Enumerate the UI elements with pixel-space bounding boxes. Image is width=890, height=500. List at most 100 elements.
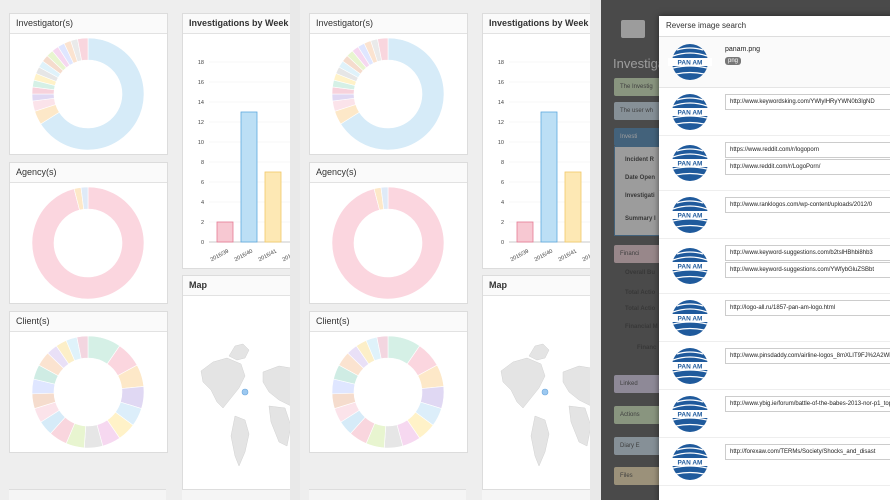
- panam-logo-icon: [667, 442, 713, 481]
- bottom-bar: [9, 489, 166, 500]
- search-result-row: http://www.keywordsking.com/YWlylHRyYWN0…: [659, 88, 890, 136]
- agency-card-title: Agency(s): [310, 163, 467, 183]
- y-tick-label: 8: [501, 160, 504, 166]
- x-tick-label: 2016/39: [510, 248, 530, 263]
- map-location-marker[interactable]: [541, 388, 549, 396]
- y-tick-label: 0: [201, 240, 204, 246]
- search-result-row: http://www.ybig.ie/forum/battle-of-the-b…: [659, 390, 890, 438]
- donut-slice[interactable]: [380, 186, 389, 210]
- uploaded-file: panam.png png: [659, 37, 890, 88]
- bg-diary-button[interactable]: Diary E: [614, 437, 670, 455]
- map-land: [500, 343, 590, 467]
- bg-linked-button[interactable]: Linked: [614, 375, 670, 393]
- result-url[interactable]: http://www.pinsdaddy.com/airline-logos_8…: [725, 348, 890, 364]
- app-grid-icon[interactable]: [621, 20, 645, 38]
- y-tick-label: 4: [201, 200, 204, 206]
- map-card-title: Map: [183, 276, 290, 296]
- dashboard-panel-1: Investigator(s) Agency(s) Client(s) Inve…: [0, 0, 290, 500]
- y-tick-label: 14: [498, 100, 504, 106]
- results-list: http://www.keywordsking.com/YWlylHRyYWN0…: [659, 88, 890, 486]
- y-tick-label: 16: [498, 80, 504, 86]
- weekly-bar-chart: 0 2 4 6 8 10 12 14 16 18 2016/39 2016/40 2016/41 2016…: [198, 60, 290, 263]
- bottom-bar: [182, 489, 290, 500]
- weekly-chart-card: Investigations by Week 0 2 4 6 8 10 12 14 16 18 20…: [482, 13, 590, 269]
- weekly-chart-title: Investigations by Week: [483, 14, 590, 34]
- result-url[interactable]: http://www.ranklogos.com/wp-content/uplo…: [725, 197, 890, 213]
- y-tick-label: 18: [198, 60, 204, 66]
- donut-slice[interactable]: [31, 186, 145, 300]
- donut-slice[interactable]: [331, 186, 445, 300]
- y-tick-label: 4: [501, 200, 504, 206]
- reverse-image-search-modal: Reverse image search panam.png png http:…: [659, 16, 890, 500]
- map-greenland: [528, 343, 550, 361]
- map-north-america: [200, 357, 246, 409]
- client-donut: [331, 335, 445, 449]
- bar[interactable]: [540, 111, 558, 243]
- map-south-america: [530, 415, 550, 467]
- world-map[interactable]: [183, 296, 290, 500]
- background-app: Investiga The Investig The user wh Inves…: [601, 0, 890, 500]
- map-africa: [568, 405, 590, 447]
- y-tick-label: 14: [198, 100, 204, 106]
- result-url[interactable]: http://www.keyword-suggestions.com/b2tsl…: [725, 245, 890, 261]
- bar[interactable]: [240, 111, 258, 243]
- map-card: Map: [482, 275, 590, 500]
- bg-label-total-2: Total Actio: [625, 306, 656, 312]
- bar[interactable]: [516, 221, 534, 243]
- investigator-donut: [331, 37, 445, 151]
- search-result-row: http://www.pinsdaddy.com/airline-logos_8…: [659, 342, 890, 390]
- donut-slice[interactable]: [76, 335, 89, 360]
- result-url[interactable]: http://logo-all.ru/1857-pan-am-logo.html: [725, 300, 890, 316]
- y-tick-label: 10: [498, 140, 504, 146]
- y-tick-label: 6: [501, 180, 504, 186]
- donut-slice[interactable]: [77, 37, 89, 61]
- bar[interactable]: [264, 171, 282, 243]
- result-url[interactable]: http://www.keyword-suggestions.com/YWfyb…: [725, 262, 890, 278]
- bg-files-button[interactable]: Files: [614, 467, 670, 485]
- bg-label-financial-2[interactable]: Financ: [637, 345, 657, 351]
- bg-actions-button[interactable]: Actions: [614, 406, 670, 424]
- investigator-donut: [31, 37, 145, 151]
- investigator-card: Investigator(s): [309, 13, 468, 155]
- bg-section-financial[interactable]: Financi: [614, 245, 670, 263]
- result-url[interactable]: http://www.keywordsking.com/YWlylHRyYWN0…: [725, 94, 890, 110]
- result-url[interactable]: http://www.reddit.com/r/LogoPorn/: [725, 159, 890, 175]
- x-tick-label: 2016/40: [234, 248, 254, 263]
- bg-label-investigator: Investigati: [625, 193, 655, 199]
- bg-section-investigation[interactable]: Investi: [614, 128, 670, 146]
- y-tick-label: 2: [201, 220, 204, 226]
- agency-card: Agency(s): [9, 162, 168, 304]
- map-location-marker[interactable]: [241, 388, 249, 396]
- y-tick-label: 10: [198, 140, 204, 146]
- y-tick-label: 12: [198, 120, 204, 126]
- bg-page-title: Investiga: [613, 56, 666, 71]
- donut-slice[interactable]: [340, 37, 445, 151]
- result-url[interactable]: http://forexaw.com/TERMs/Society/Shocks_…: [725, 444, 890, 460]
- bottom-bar: [309, 489, 466, 500]
- investigator-card-title: Investigator(s): [310, 14, 467, 34]
- bar[interactable]: [216, 221, 234, 243]
- world-map[interactable]: [483, 296, 590, 500]
- panam-logo-icon: [667, 394, 713, 433]
- result-url[interactable]: http://www.ybig.ie/forum/battle-of-the-b…: [725, 396, 890, 412]
- map-card-title: Map: [483, 276, 590, 296]
- donut-slice[interactable]: [80, 186, 89, 210]
- weekly-chart-card: Investigations by Week 0 2 4 6 8 10 12 14 16 18 20…: [182, 13, 290, 269]
- bg-label-summary: Summary I: [625, 216, 656, 222]
- search-result-row: http://www.keyword-suggestions.com/b2tsl…: [659, 239, 890, 294]
- donut-slice[interactable]: [377, 37, 389, 61]
- map-land: [200, 343, 290, 467]
- result-url[interactable]: https://www.reddit.com/r/logoporn: [725, 142, 890, 158]
- bg-label-incident: Incident R: [625, 157, 655, 163]
- donut-slice[interactable]: [40, 37, 145, 151]
- bottom-bar: [482, 489, 590, 500]
- client-donut: [31, 335, 145, 449]
- investigator-card: Investigator(s): [9, 13, 168, 155]
- bar[interactable]: [564, 171, 582, 243]
- search-result-row: http://logo-all.ru/1857-pan-am-logo.html: [659, 294, 890, 342]
- panam-logo-icon: [667, 144, 713, 182]
- donut-slice[interactable]: [376, 335, 389, 360]
- map-greenland: [228, 343, 250, 361]
- y-tick-label: 6: [201, 180, 204, 186]
- map-africa: [268, 405, 290, 447]
